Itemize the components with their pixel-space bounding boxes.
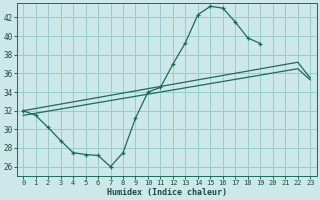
X-axis label: Humidex (Indice chaleur): Humidex (Indice chaleur)	[107, 188, 227, 197]
